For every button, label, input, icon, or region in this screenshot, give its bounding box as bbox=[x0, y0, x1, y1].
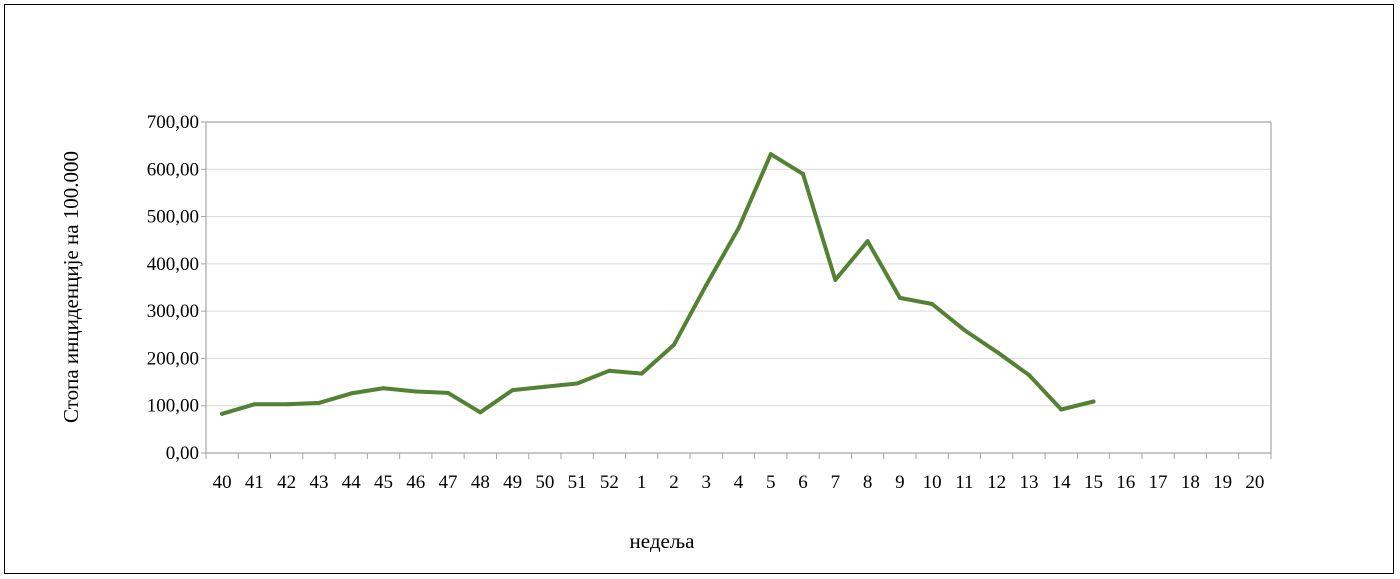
data-point bbox=[446, 390, 451, 395]
x-axis-title: недеља bbox=[630, 529, 696, 553]
data-point bbox=[833, 277, 838, 282]
x-tick-label: 1 bbox=[637, 472, 647, 493]
x-tick-label: 5 bbox=[766, 472, 776, 493]
data-point bbox=[865, 239, 870, 244]
data-point bbox=[316, 400, 321, 405]
data-point bbox=[1091, 399, 1096, 404]
data-point bbox=[478, 410, 483, 415]
x-tick-label: 48 bbox=[471, 472, 490, 493]
data-point bbox=[220, 411, 225, 416]
data-point bbox=[930, 302, 935, 307]
y-tick-label: 0,00 bbox=[166, 443, 199, 464]
x-tick-label: 42 bbox=[277, 472, 296, 493]
y-tick-label: 500,00 bbox=[147, 207, 199, 228]
data-point bbox=[736, 226, 741, 231]
x-tick-label: 3 bbox=[701, 472, 711, 493]
data-point bbox=[801, 172, 806, 177]
x-tick-label: 11 bbox=[955, 472, 973, 493]
x-tick-label: 46 bbox=[406, 472, 425, 493]
x-tick-label: 6 bbox=[798, 472, 808, 493]
x-tick-label: 17 bbox=[1149, 472, 1168, 493]
x-tick-label: 12 bbox=[987, 472, 1006, 493]
y-tick-label: 200,00 bbox=[147, 348, 199, 369]
data-point bbox=[671, 342, 676, 347]
axes bbox=[201, 121, 1272, 459]
data-point bbox=[381, 386, 386, 391]
data-point bbox=[962, 328, 967, 333]
series-layer bbox=[220, 152, 1096, 416]
x-tick-label: 10 bbox=[923, 472, 942, 493]
x-tick-label: 52 bbox=[600, 472, 619, 493]
data-point bbox=[897, 295, 902, 300]
y-tick-labels: 0,00 100,00 200,00 300,00 400,00 500,00 600,00… bbox=[147, 112, 199, 464]
y-tick-label: 300,00 bbox=[147, 301, 199, 322]
x-tick-label: 16 bbox=[1116, 472, 1135, 493]
data-point bbox=[510, 388, 515, 393]
y-tick-label: 600,00 bbox=[147, 159, 199, 180]
x-tick-label: 8 bbox=[863, 472, 873, 493]
data-point bbox=[284, 402, 289, 407]
x-tick-label: 50 bbox=[535, 472, 554, 493]
x-tick-label: 41 bbox=[245, 472, 264, 493]
gridlines bbox=[206, 121, 1271, 407]
x-tick-label: 2 bbox=[669, 472, 679, 493]
x-tick-label: 4 bbox=[734, 472, 744, 493]
x-tick-label: 45 bbox=[374, 472, 393, 493]
x-tick-label: 44 bbox=[342, 472, 362, 493]
x-tick-label: 51 bbox=[568, 472, 587, 493]
data-point bbox=[542, 384, 547, 389]
x-tick-label: 14 bbox=[1052, 472, 1072, 493]
data-point bbox=[607, 368, 612, 373]
data-point bbox=[413, 389, 418, 394]
y-tick-label: 100,00 bbox=[147, 396, 199, 417]
x-tick-label: 19 bbox=[1213, 472, 1232, 493]
y-axis-title: Стопа инциденције на 100.000 bbox=[59, 151, 83, 423]
data-point bbox=[1026, 372, 1031, 377]
x-tick-label: 49 bbox=[503, 472, 522, 493]
x-tick-label: 18 bbox=[1181, 472, 1200, 493]
data-point bbox=[349, 391, 354, 396]
x-tick-label: 40 bbox=[213, 472, 232, 493]
x-tick-label: 20 bbox=[1245, 472, 1264, 493]
x-tick-label: 9 bbox=[895, 472, 905, 493]
x-tick-labels: 40 41 42 43 44 45 46 47 48 49 50 51 52 1 2 3 4 5 6 7 8 9 10 11 1… bbox=[213, 472, 1265, 493]
x-tick-label: 13 bbox=[1019, 472, 1038, 493]
y-tick-label: 400,00 bbox=[147, 254, 199, 275]
x-tick-label: 47 bbox=[439, 472, 458, 493]
data-point bbox=[768, 152, 773, 157]
data-point bbox=[1059, 407, 1064, 412]
data-point bbox=[252, 402, 257, 407]
data-point bbox=[575, 381, 580, 386]
y-tick-label: 700,00 bbox=[147, 112, 199, 133]
x-tick-label: 7 bbox=[831, 472, 841, 493]
x-tick-label: 43 bbox=[309, 472, 328, 493]
data-point bbox=[704, 283, 709, 288]
series-line bbox=[220, 152, 1096, 416]
chart-frame bbox=[4, 4, 1394, 574]
x-tick-label: 15 bbox=[1084, 472, 1103, 493]
data-point bbox=[994, 349, 999, 354]
data-point bbox=[639, 371, 644, 376]
